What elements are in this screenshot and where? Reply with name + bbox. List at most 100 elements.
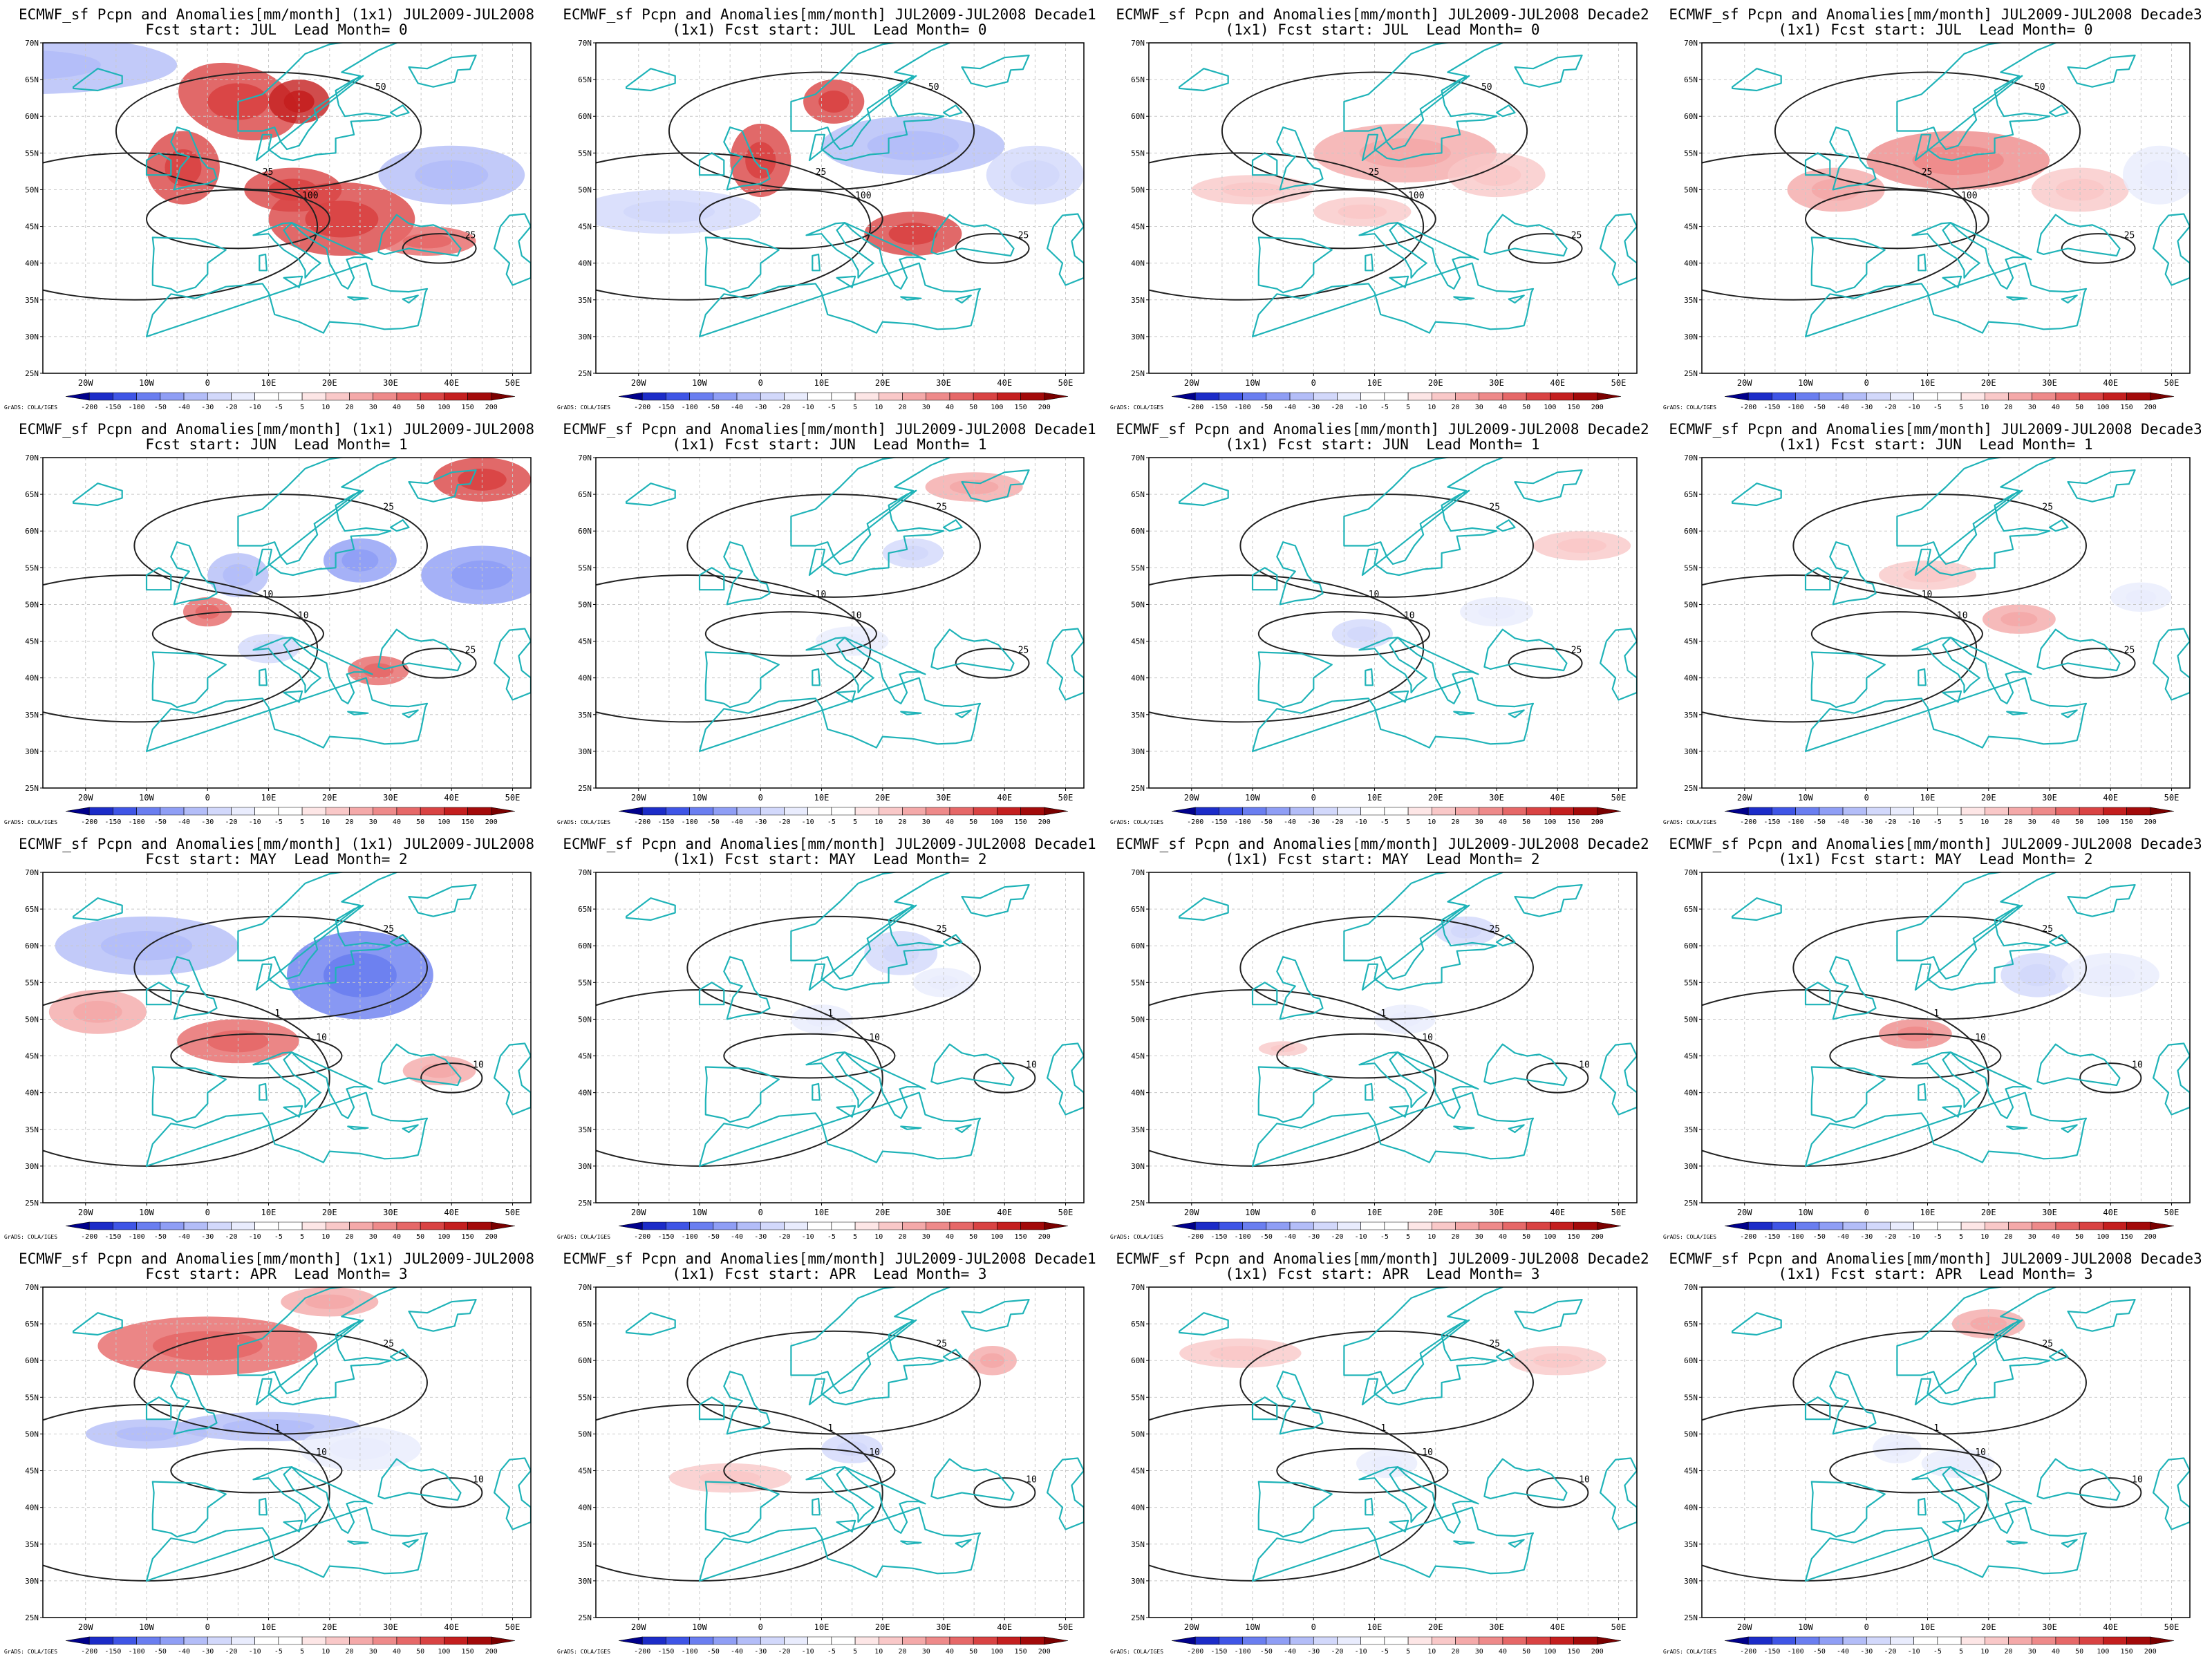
coastline [1732, 1312, 1782, 1336]
colorbar-label: 100 [438, 1648, 450, 1656]
lat-label: 60N [1131, 1356, 1145, 1365]
precip-contour [1526, 1477, 1589, 1508]
colorbar-label: -10 [1908, 818, 1920, 826]
precip-contour [1221, 71, 1528, 191]
lon-label: 20W [1184, 793, 1199, 803]
colorbar-swatch [2150, 807, 2175, 816]
lat-label: 65N [25, 905, 39, 914]
panel-title: ECMWF_sf Pcpn and Anomalies[mm/month] (1… [19, 6, 534, 23]
colorbar-swatch [2103, 1221, 2127, 1230]
precip-contour [1239, 494, 1534, 598]
lon-label: 10E [1367, 1622, 1382, 1632]
colorbar-label: 10 [1980, 1233, 1989, 1241]
panel-subtitle: (1x1) Fcst start: JUN Lead Month= 1 [1778, 436, 2093, 453]
colorbar-swatch [2103, 807, 2127, 816]
lat-label: 70N [1131, 453, 1145, 462]
colorbar-swatch [1842, 807, 1867, 816]
colorbar-label: -20 [1331, 1648, 1343, 1656]
lat-label: 45N [578, 1467, 592, 1476]
lon-label: 10E [1920, 1622, 1936, 1632]
colorbar-swatch [1550, 1221, 1574, 1230]
lat-label: 35N [1684, 1125, 1698, 1134]
coastline [1508, 294, 1525, 304]
anomaly-core [2086, 964, 2135, 986]
colorbar-label: 20 [346, 1648, 354, 1656]
coastline [812, 668, 821, 686]
colorbar-label: 30 [922, 404, 930, 411]
colorbar-label: -50 [707, 1233, 720, 1241]
coastline [1251, 152, 1278, 176]
colorbar-swatch [2103, 1636, 2127, 1645]
colorbar-label: -40 [178, 818, 190, 826]
colorbar-swatch [1455, 1221, 1480, 1230]
colorbar-label: -200 [1187, 404, 1203, 411]
coastline [1453, 1125, 1475, 1130]
colorbar-swatch [2150, 392, 2175, 401]
colorbar-swatch [1432, 1636, 1456, 1645]
coastline [1365, 253, 1374, 272]
contour-label: 25 [1922, 167, 1933, 178]
colorbar-swatch [1772, 807, 1796, 816]
colorbar-label: 5 [853, 1233, 857, 1241]
colorbar-label: -50 [1813, 1233, 1826, 1241]
colorbar-label: 200 [1591, 404, 1604, 411]
lat-label: 45N [1131, 1467, 1145, 1476]
coastline [389, 519, 410, 532]
colorbar-label: 150 [2121, 1648, 2133, 1656]
colorbar-label: -200 [1740, 818, 1756, 826]
coastline [408, 1299, 477, 1332]
colorbar-swatch [736, 1636, 761, 1645]
lat-label: 65N [1684, 905, 1698, 914]
colorbar-label: 150 [1015, 404, 1027, 411]
lon-label: 20E [322, 1208, 337, 1217]
lon-label: 40E [997, 1208, 1012, 1217]
colorbar-swatch [760, 1221, 785, 1230]
coastline [1047, 1457, 1084, 1530]
coastline [900, 711, 922, 715]
coastline [2048, 1349, 2069, 1362]
precip-contour [1702, 152, 1978, 301]
colorbar-swatch [349, 1221, 374, 1230]
contour-label: 100 [855, 191, 871, 201]
contour-label: 10 [1975, 1447, 1986, 1458]
contour-label: 10 [473, 1475, 484, 1485]
colorbar-swatch [231, 1221, 255, 1230]
colorbar-swatch [666, 1636, 690, 1645]
colorbar-swatch [1020, 392, 1045, 401]
colorbar-label: -150 [1763, 1648, 1780, 1656]
coastline [1358, 637, 1427, 693]
colorbar-label: 10 [321, 818, 330, 826]
colorbar-label: 5 [300, 818, 304, 826]
panel-title: ECMWF_sf Pcpn and Anomalies[mm/month] JU… [1116, 836, 1649, 852]
coastline [1251, 982, 1278, 1006]
coastline [252, 222, 321, 279]
lat-label: 35N [25, 1540, 39, 1549]
colorbar-swatch [854, 1636, 879, 1645]
grads-credit: GrADS: COLA/IGES [1110, 1234, 1163, 1240]
map-panel: 25 10 25 10 70N 65N 60N 55N 50N 45N 40N 35N 30N 25N 20… [1106, 415, 1659, 830]
precip-anomaly-map: 25 10 10 1 70N 65N 60N 55N 50N 45N 40N 35N 30N 25N 20W… [1110, 1283, 1638, 1656]
lat-label: 70N [25, 868, 39, 877]
lat-label: 35N [578, 1125, 592, 1134]
coastline [836, 275, 856, 288]
colorbar-swatch [231, 392, 255, 401]
colorbar-swatch [278, 1221, 303, 1230]
colorbar-label: -150 [657, 1233, 674, 1241]
grads-credit: GrADS: COLA/IGES [557, 404, 610, 411]
grads-credit: GrADS: COLA/IGES [1663, 819, 1716, 825]
lon-label: 10E [261, 378, 276, 388]
colorbar-swatch [1337, 807, 1361, 816]
colorbar-swatch [231, 1636, 255, 1645]
colorbar-swatch [254, 1636, 279, 1645]
coastline [1257, 1066, 1333, 1123]
contour-label: 25 [2042, 1339, 2053, 1349]
coastline [1508, 1539, 1525, 1548]
lat-label: 55N [578, 149, 592, 158]
lat-label: 70N [25, 453, 39, 462]
coastline [1810, 1066, 1886, 1123]
coastline [389, 1349, 410, 1362]
colorbar-swatch [1407, 1221, 1432, 1230]
colorbar-swatch [1044, 807, 1069, 816]
coastline [73, 68, 123, 92]
